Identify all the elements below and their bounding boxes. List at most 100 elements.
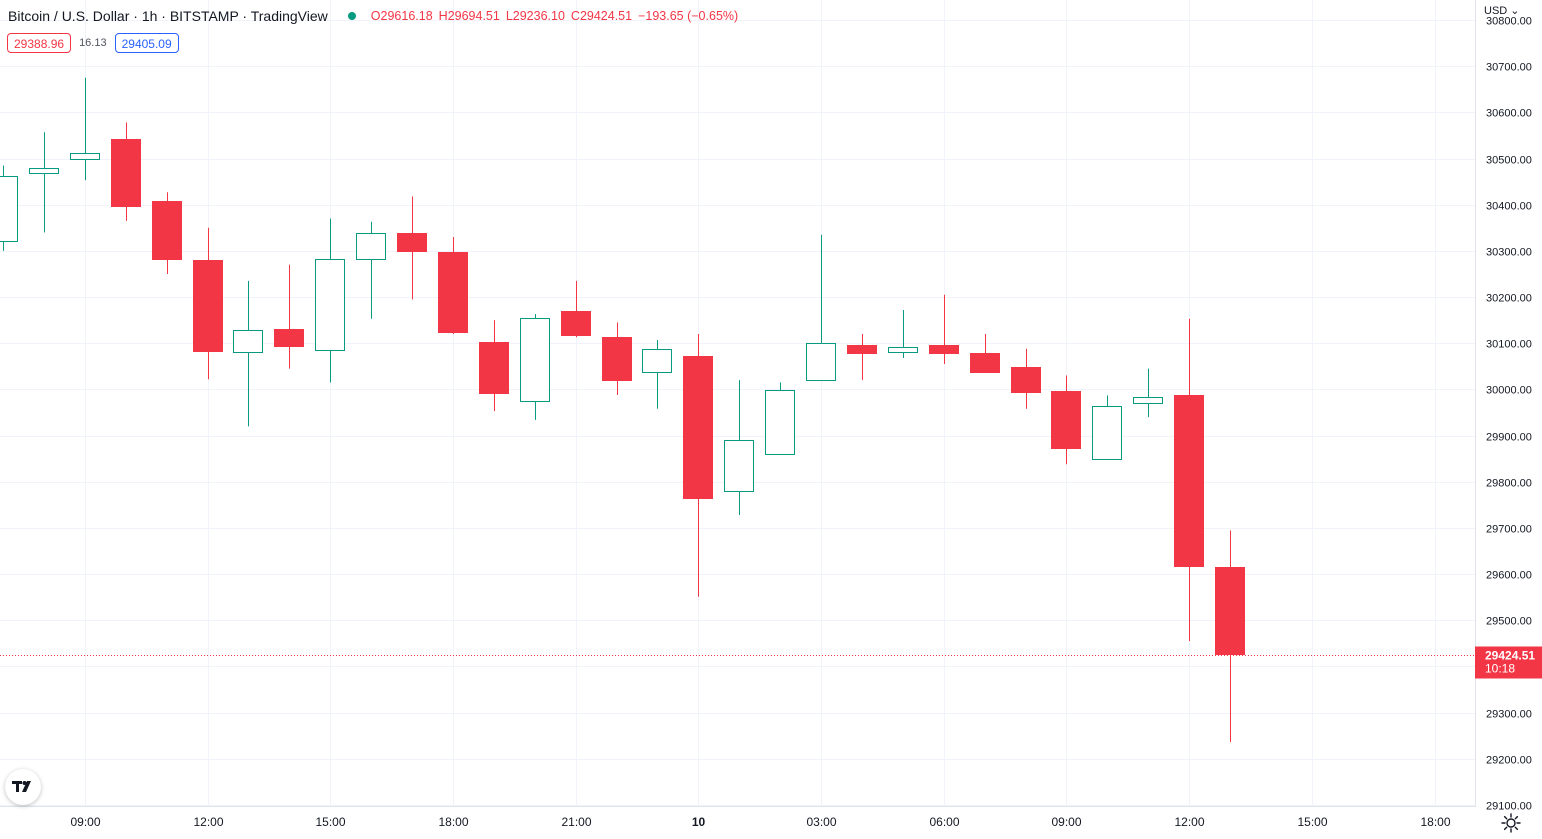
candle (193, 227, 223, 380)
gear-icon[interactable] (1500, 812, 1522, 834)
candle-body (111, 139, 141, 207)
candle (0, 165, 18, 251)
price-tick-label: 29800.00 (1486, 478, 1532, 490)
candle-body (0, 176, 18, 242)
candle (1011, 348, 1041, 409)
price-tick-label: 30800.00 (1486, 16, 1532, 28)
last-price-countdown: 10:18 (1485, 662, 1515, 676)
candle (929, 294, 959, 365)
price-tick-label: 30200.00 (1486, 293, 1532, 305)
candle (233, 280, 263, 427)
candle-body (765, 390, 795, 455)
candle-body (642, 349, 672, 373)
candle-body (602, 337, 632, 381)
candle (1051, 375, 1081, 465)
time-axis[interactable] (0, 806, 1476, 837)
time-tick-label: 03:00 (806, 815, 836, 829)
candle-body (29, 168, 59, 174)
symbol-legend[interactable]: Bitcoin / U.S. Dollar · 1h · BITSTAMP · … (8, 7, 738, 25)
candle-body (1011, 367, 1041, 393)
candle-body (397, 233, 427, 252)
ohlc-values: O29616.18 H29694.51 L29236.10 C29424.51 −193… (371, 9, 738, 23)
time-tick-label: 12:00 (1174, 815, 1204, 829)
time-tick-label: 18:00 (1420, 815, 1450, 829)
candle-body (1092, 406, 1122, 460)
candle-body (561, 311, 591, 336)
candle-body (1133, 397, 1163, 404)
candle (111, 122, 141, 221)
time-tick-label: 12:00 (193, 815, 223, 829)
candle-body (315, 259, 345, 351)
candle (70, 77, 100, 181)
candle (602, 322, 632, 395)
quote-bar: 29388.96 16.13 29405.09 (7, 32, 179, 54)
price-tick-label: 29700.00 (1486, 524, 1532, 536)
price-tick-label: 29100.00 (1486, 801, 1532, 813)
candle (152, 192, 182, 274)
candle-body (479, 342, 509, 394)
candle-body (806, 343, 836, 381)
candle (561, 280, 591, 338)
candle-body (847, 345, 877, 354)
tradingview-logo-icon[interactable] (5, 769, 41, 805)
candle (683, 334, 713, 597)
time-axis-labels: 09:00 12:00 15:00 18:00 21:00 10 03:00 06:00 09:… (70, 815, 1450, 829)
chart-grid (0, 0, 1475, 806)
candle (356, 221, 386, 319)
candle-body (888, 347, 918, 353)
candle (438, 237, 468, 334)
price-tick-label: 30600.00 (1486, 108, 1532, 120)
candle (29, 132, 59, 233)
sell-price-button[interactable]: 29388.96 (7, 33, 72, 53)
candle (1133, 368, 1163, 418)
low-label: L (505, 9, 513, 23)
candle (1092, 395, 1122, 460)
price-tick-label: 30500.00 (1486, 155, 1532, 167)
price-tick-label: 29300.00 (1486, 709, 1532, 721)
candle-body (1174, 395, 1204, 567)
symbol-title[interactable]: Bitcoin / U.S. Dollar · 1h · BITSTAMP · … (8, 8, 328, 24)
close-label: C (570, 9, 580, 23)
candle-body (274, 329, 304, 347)
high-label: H (438, 9, 448, 23)
open-label: O (370, 9, 381, 23)
candle-body (970, 353, 1000, 373)
time-tick-label: 09:00 (1051, 815, 1081, 829)
last-price-value: 29424.51 (1485, 649, 1535, 663)
close-value: 29424.51 (579, 9, 633, 23)
time-tick-label: 18:00 (438, 815, 468, 829)
candle-body (724, 440, 754, 492)
candle-body (683, 356, 713, 499)
candle-body (193, 260, 223, 352)
time-tick-label: 09:00 (70, 815, 100, 829)
price-axis[interactable] (1475, 0, 1542, 837)
price-tick-label: 30100.00 (1486, 339, 1532, 351)
candle (765, 382, 795, 455)
time-tick-label: 15:00 (1297, 815, 1327, 829)
candle-body (1215, 567, 1245, 655)
time-tick-label: 10 (692, 815, 706, 829)
candle (642, 340, 672, 409)
candle-body (520, 318, 550, 402)
price-tick-label: 30400.00 (1486, 201, 1532, 213)
candle (1215, 530, 1245, 743)
time-tick-label: 21:00 (561, 815, 591, 829)
high-value: 29694.51 (447, 9, 500, 23)
candle (970, 334, 1000, 373)
candles-layer (0, 77, 1245, 743)
market-status-icon (347, 12, 356, 20)
candle-body (1051, 391, 1081, 449)
change-value: −193.65 (−0.65%) (638, 9, 739, 23)
currency-selector[interactable]: USD ⌄ (1484, 5, 1520, 17)
price-tick-label: 29900.00 (1486, 432, 1532, 444)
candle (397, 196, 427, 300)
spread-value: 16.13 (79, 37, 107, 49)
price-tick-label: 30300.00 (1486, 247, 1532, 259)
candle (1174, 318, 1204, 642)
price-tick-label: 29200.00 (1486, 755, 1532, 767)
buy-price-button[interactable]: 29405.09 (114, 33, 179, 53)
candle (274, 264, 304, 369)
price-tick-label: 29500.00 (1486, 616, 1532, 628)
candle (479, 320, 509, 412)
